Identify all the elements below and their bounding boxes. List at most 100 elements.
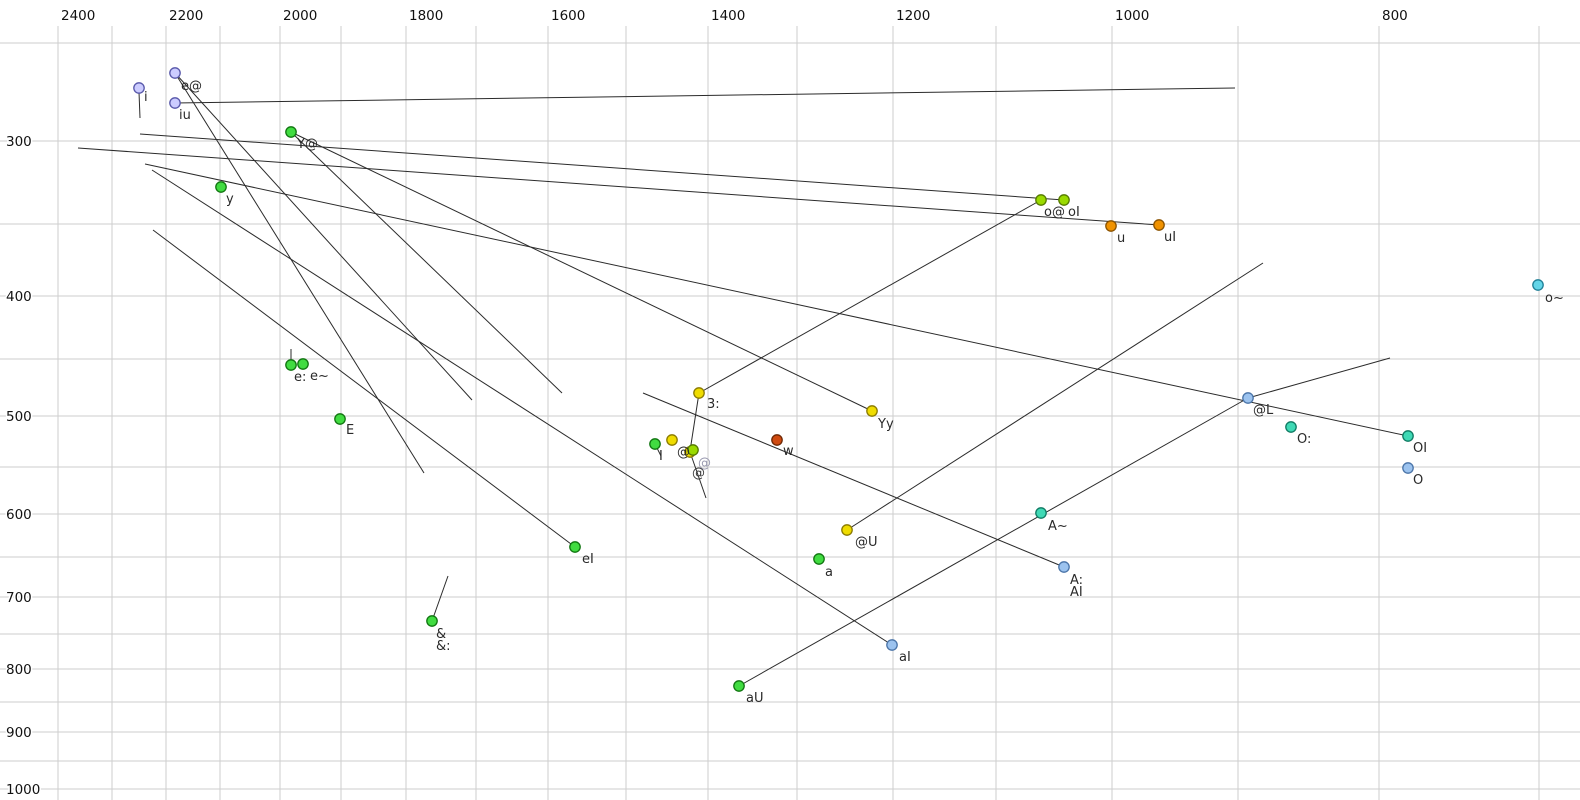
trajectory-&:-tail [431,575,449,622]
vowel-point-A: [1058,561,1070,573]
trajectory-e@-glide-2 [174,72,425,474]
trajectory-AI-glide [642,392,1065,568]
vowel-point-A~ [1035,507,1047,519]
vowel-point-unlabeled [687,444,699,456]
x-axis-tick-label: 1600 [551,8,585,24]
extra-label-@: @ [698,456,711,471]
x-axis-tick-label: 2200 [169,8,203,24]
vowel-label-e~: e~ [310,369,329,384]
vowel-point-o~ [1532,279,1544,291]
y-axis-tick-label: 600 [6,507,32,523]
vowel-point-u [1105,220,1117,232]
trajectory-oI-glide [139,133,1065,201]
x-axis-tick-label: 2000 [283,8,317,24]
vowel-label-w: w [783,444,794,459]
vowel-point-3: [693,387,705,399]
vowel-point-unlabeled [666,434,678,446]
trajectory-OI-glide [144,163,1409,437]
vowel-label-aU: aU [746,691,763,706]
x-axis-tick-label: 800 [1382,8,1408,24]
y-axis-tick-label: 800 [6,662,32,678]
vowel-label-e@: e@ [181,79,202,94]
vowel-point-labels: i e@ iu Y@ y o@ oI u uI o~ e: e~ E 3: Yy I @ w @L O: OI O A~ @U… [144,79,1564,706]
y-axis-tick-label: 400 [6,289,32,305]
vowel-points [133,67,1544,692]
vowel-label-Y@: Y@ [296,137,318,152]
vowel-label-a: a [825,565,833,580]
y-axis-tick-label: 700 [6,590,32,606]
vowel-point-& [426,615,438,627]
vowel-label-OI: OI [1413,441,1427,456]
vowel-label-@: @ [677,445,690,460]
vowel-label-e:: e: [294,370,306,385]
x-axis-tick-label: 1800 [409,8,443,24]
trajectory-aU-glide [738,397,1249,687]
vowel-label-oI: oI [1068,205,1080,220]
y-axis-tick-label: 900 [6,725,32,741]
extra-label-AI: AI [1070,585,1083,600]
vowel-label-iu: iu [179,108,191,123]
vowel-label-eI: eI [582,552,594,567]
vowel-label-o~: o~ [1545,291,1564,306]
vowel-point-o@ [1035,194,1047,206]
vowel-label-A:: A: [1070,573,1083,588]
trajectory-uI-glide [77,147,1160,226]
vowel-label-i: i [144,90,148,105]
x-axis-tick-label: 1400 [711,8,745,24]
vowel-label-O:: O: [1297,432,1311,447]
y-axis-tick-label: 300 [6,134,32,150]
vowel-label-aI: aI [899,650,911,665]
vowel-label-A~: A~ [1048,519,1068,534]
vowel-label-&: & [436,627,446,642]
vowel-label-E: E [346,423,354,438]
vowel-label-@U: @U [855,535,878,550]
vowel-point-@U [841,524,853,536]
vowel-point-e: [285,359,297,371]
vowel-point-e~ [297,358,309,370]
trajectory-e@-glide-1 [174,72,473,401]
y-axis-tick-labels: 300 400 500 600 700 800 900 1000 [5,133,42,800]
trajectory-@U-glide [846,262,1264,531]
vowel-point-@L [1242,392,1254,404]
trajectory-Y@-glide-1 [290,131,563,394]
vowel-point-OI [1402,430,1414,442]
vowel-label-I: I [659,449,663,464]
extra-labels: AI &: @@ [436,456,1083,654]
trajectory-i-tail [138,91,141,119]
vowel-label-uI: uI [1164,230,1176,245]
extra-label-@: @ [692,466,705,481]
vowel-label-O: O [1413,473,1423,488]
vowel-point-e@ [169,67,181,79]
x-axis-tick-label: 1000 [1115,8,1149,24]
vowel-point-iu [169,97,181,109]
vowel-label-@L: @L [1253,403,1274,418]
x-axis-tick-labels: 2400 2200 2000 1800 1600 1400 1200 1000 800 [61,8,1408,24]
vowel-point-uI [1153,219,1165,231]
extra-label-&:: &: [436,639,451,654]
trajectory-lines [77,72,1409,687]
vowel-point-aI [886,639,898,651]
y-axis-tick-label: 500 [6,409,32,425]
vowel-point-E [334,413,346,425]
vowel-point-i [133,82,145,94]
vowel-point-w [771,434,783,446]
x-axis-tick-label: 1200 [896,8,930,24]
trajectory-@-tail [689,451,707,499]
y-axis-tick-label: 1000 [6,782,40,798]
vowel-point-O [1402,462,1414,474]
vowel-label-Yy: Yy [877,417,894,432]
vowel-label-u: u [1117,231,1125,246]
trajectory-Y@-glide-2 [290,131,873,412]
vowel-label-y: y [226,192,234,207]
x-axis-tick-label: 2400 [61,8,95,24]
vowel-point-eI [569,541,581,553]
vowel-point-oI [1058,194,1070,206]
vowel-point-Yy [866,405,878,417]
trajectory-iu-glide [174,87,1236,104]
trajectory-@L-glide [1247,357,1391,399]
trajectory-o@-glide [698,199,1042,394]
vowel-point-O: [1285,421,1297,433]
